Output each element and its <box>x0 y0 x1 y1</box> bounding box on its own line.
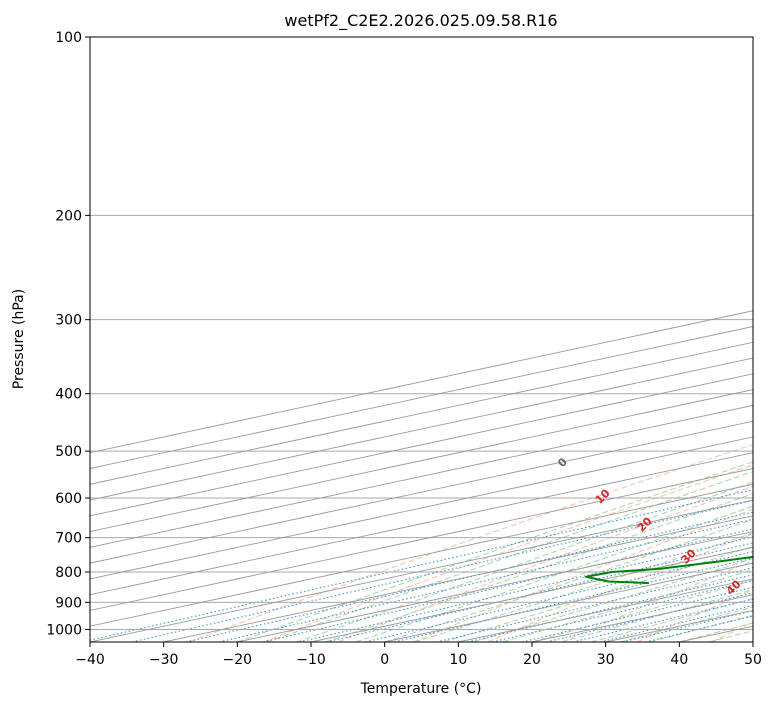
mixing-ratio-lines <box>90 489 753 642</box>
x-tick-label: 0 <box>380 652 389 668</box>
moist-adiabat-line <box>502 569 753 642</box>
isotherm-line <box>237 531 753 642</box>
mixing-ratio-line <box>131 499 753 642</box>
isotherm-line <box>90 452 753 596</box>
moist-adiabat-label: 10 <box>593 486 613 506</box>
moist-adiabat-line <box>384 518 753 642</box>
isotherm-line <box>90 341 753 485</box>
temperature-profile <box>767 37 775 583</box>
isotherm-line <box>752 641 753 642</box>
chart-title: wetPf2_C2E2.2026.025.09.58.R16 <box>284 11 557 31</box>
isotherm-line <box>90 468 753 611</box>
x-tick-label: −30 <box>149 652 179 668</box>
moist-adiabat-label: 20 <box>635 514 655 534</box>
y-tick-label: 800 <box>55 565 82 581</box>
x-tick-label: 10 <box>449 652 467 668</box>
moist-adiabat-line <box>325 493 753 642</box>
y-tick-label: 500 <box>55 444 82 460</box>
dry-adiabat-line <box>263 464 753 642</box>
moist-adiabat-label: 40 <box>724 577 744 597</box>
moist-adiabat-line <box>355 505 753 642</box>
isotherm-line <box>90 373 753 517</box>
x-tick-label: 20 <box>523 652 541 668</box>
mixing-ratio-line <box>622 610 753 642</box>
y-axis-ticks: 100 200 300 400 500 600 700 800 900 1000 <box>46 30 90 638</box>
dry-adiabat-line <box>188 444 753 642</box>
mixing-ratio-line <box>90 489 753 641</box>
y-tick-label: 200 <box>55 208 82 224</box>
y-tick-label: 700 <box>55 531 82 547</box>
x-tick-label: 30 <box>597 652 615 668</box>
x-axis-title: Temperature (°C) <box>360 681 482 697</box>
x-tick-label: 50 <box>744 652 762 668</box>
moist-adiabat-line <box>266 471 753 642</box>
isotherm-line <box>90 389 753 533</box>
x-axis-ticks: −40 −30 −20 −10 0 10 20 30 40 50 <box>75 642 762 668</box>
isotherm-line <box>90 420 753 564</box>
y-tick-label: 300 <box>55 313 82 329</box>
mixing-ratio-line <box>572 598 753 642</box>
moist-adiabat-line <box>708 630 753 642</box>
mixing-ratio-line <box>599 604 753 642</box>
isotherm-line <box>163 515 753 642</box>
isotherm-line <box>90 436 753 580</box>
mixing-ratio-line <box>645 615 753 642</box>
mixing-ratio-line <box>262 528 753 642</box>
dry-adiabat-line <box>338 485 753 642</box>
x-tick-label: −10 <box>296 652 326 668</box>
isotherm-line <box>90 483 753 627</box>
y-tick-label: 100 <box>55 30 82 46</box>
x-tick-label: −40 <box>75 652 105 668</box>
y-tick-label: 400 <box>55 387 82 403</box>
moist-adiabat-line <box>561 589 753 642</box>
y-tick-label: 600 <box>55 491 82 507</box>
moist-adiabat-line <box>531 579 753 642</box>
moist-adiabat-label: 0 <box>555 455 570 470</box>
isotherm-line <box>310 546 753 642</box>
x-tick-label: −20 <box>223 652 253 668</box>
isotherm-line <box>90 404 753 548</box>
dry-adiabat-line <box>487 533 753 642</box>
isotherm-line <box>90 499 753 642</box>
plot-frame <box>89 36 754 643</box>
x-tick-label: 40 <box>670 652 688 668</box>
moist-adiabat-line <box>649 614 753 642</box>
mixing-ratio-line <box>185 511 753 642</box>
isopleth-labels: -100-90-80-70-60-50-40-30-20-10010203040… <box>555 455 744 598</box>
plot-area: -100-90-80-70-60-50-40-30-20-10010203040… <box>90 37 775 642</box>
y-axis-title: Pressure (hPa) <box>11 289 27 389</box>
y-tick-label: 900 <box>55 595 82 611</box>
isotherms <box>90 310 753 642</box>
mixing-ratio-line <box>299 536 753 642</box>
isotherm-line <box>90 326 753 469</box>
mixing-ratio-line <box>218 518 753 642</box>
moist-adiabat-line <box>413 532 753 642</box>
isotherm-line <box>90 310 753 454</box>
y-tick-label: 1000 <box>46 622 82 638</box>
isotherm-line <box>90 357 753 501</box>
